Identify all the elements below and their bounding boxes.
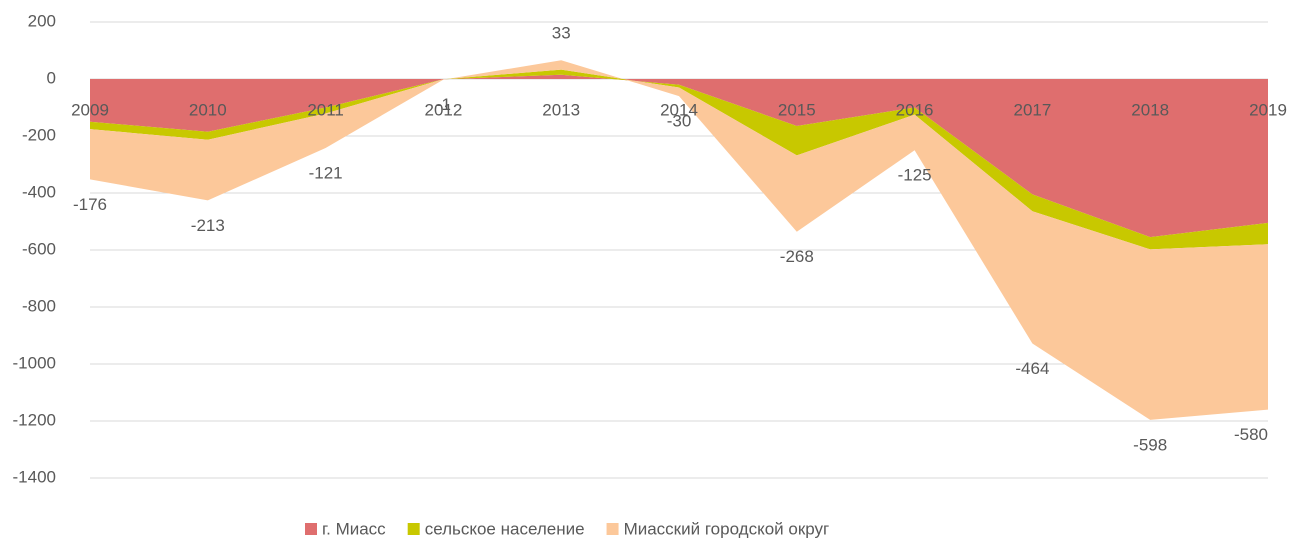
y-tick-label: -1000	[13, 353, 56, 372]
data-label: -176	[73, 195, 107, 214]
area	[90, 60, 1268, 420]
data-label: -464	[1015, 359, 1049, 378]
y-tick-label: 0	[47, 68, 56, 87]
x-tick-label: 2009	[71, 100, 109, 119]
x-tick-label: 2010	[189, 100, 227, 119]
data-label: -580	[1234, 425, 1268, 444]
data-label: -125	[898, 166, 932, 185]
x-tick-label: 2014	[660, 100, 698, 119]
legend-label: г. Миасс	[322, 519, 386, 538]
area	[90, 74, 1268, 238]
y-tick-label: -200	[22, 125, 56, 144]
x-tick-label: 2017	[1013, 100, 1051, 119]
data-label: -213	[191, 216, 225, 235]
data-label: 33	[552, 24, 571, 43]
x-tick-label: 2013	[542, 100, 580, 119]
x-tick-label: 2016	[896, 100, 934, 119]
legend-swatch	[407, 523, 420, 535]
data-label: -598	[1133, 435, 1167, 454]
legend-swatch	[606, 523, 619, 535]
x-tick-label: 2018	[1131, 100, 1169, 119]
x-tick-label: 2019	[1249, 100, 1287, 119]
x-tick-label: 2011	[307, 100, 344, 119]
y-tick-label: -400	[22, 182, 56, 201]
y-tick-label: -1200	[13, 410, 56, 429]
y-tick-label: -800	[22, 296, 56, 315]
x-tick-label: 2015	[778, 100, 816, 119]
x-tick-label: 2012	[424, 100, 462, 119]
y-tick-label: -1400	[13, 467, 56, 486]
data-label: -121	[309, 163, 343, 182]
data-label: -1	[436, 95, 451, 114]
legend-label: Миасский городской округ	[624, 519, 830, 538]
legend-swatch	[305, 523, 317, 535]
y-tick-label: -600	[22, 239, 56, 258]
data-label: -268	[780, 247, 814, 266]
y-tick-label: 200	[28, 11, 56, 30]
legend-label: сельское население	[425, 519, 585, 538]
data-label: -30	[667, 112, 692, 131]
